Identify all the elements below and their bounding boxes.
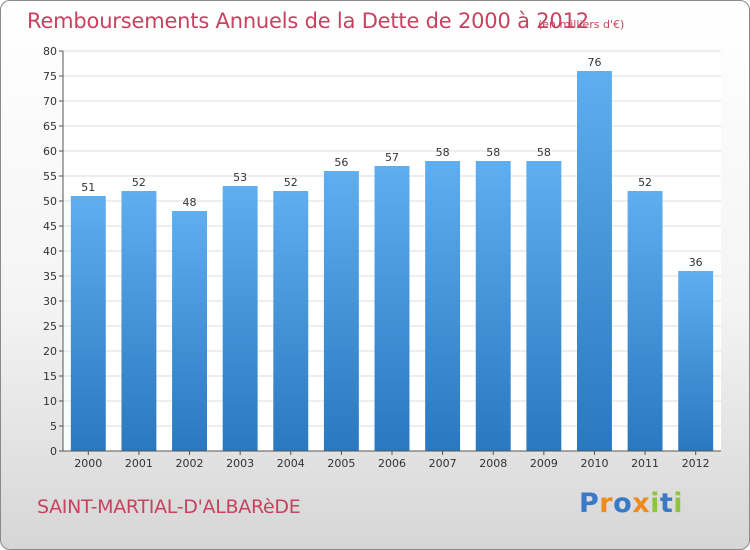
y-tick-label: 5 <box>50 420 57 433</box>
x-tick-label-2001: 2001 <box>125 457 153 470</box>
logo-letter: o <box>613 488 633 519</box>
y-tick-label: 25 <box>43 320 57 333</box>
x-tick-label-2002: 2002 <box>176 457 204 470</box>
bar-2001 <box>121 191 157 451</box>
y-tick-label: 35 <box>43 270 57 283</box>
y-tick-label: 80 <box>43 45 57 58</box>
bar-2002 <box>172 211 208 451</box>
bar-2007 <box>425 161 461 451</box>
logo-letter: P <box>579 488 600 519</box>
logo-letter: t <box>659 488 674 519</box>
logo-letter: x <box>632 488 651 519</box>
y-tick-label: 40 <box>43 245 57 258</box>
data-label-2012: 36 <box>689 256 703 269</box>
y-tick-label: 65 <box>43 120 57 133</box>
data-label-2007: 58 <box>436 146 450 159</box>
bar-2000 <box>70 196 106 451</box>
bar-2010 <box>576 71 612 451</box>
data-label-2011: 52 <box>638 176 652 189</box>
x-tick-label-2000: 2000 <box>74 457 102 470</box>
y-tick-label: 60 <box>43 145 57 158</box>
bar-2004 <box>273 191 309 451</box>
bar-2009 <box>526 161 562 451</box>
logo-letter: i <box>650 488 660 519</box>
y-tick-label: 50 <box>43 195 57 208</box>
y-tick-label: 10 <box>43 395 57 408</box>
bar-2008 <box>475 161 511 451</box>
data-label-2005: 56 <box>334 156 348 169</box>
y-tick-label: 45 <box>43 220 57 233</box>
data-label-2004: 52 <box>284 176 298 189</box>
x-tick-label-2007: 2007 <box>429 457 457 470</box>
x-tick-label-2009: 2009 <box>530 457 558 470</box>
x-tick-label-2006: 2006 <box>378 457 406 470</box>
bar-2006 <box>374 166 410 451</box>
x-tick-label-2010: 2010 <box>580 457 608 470</box>
bar-2005 <box>323 171 359 451</box>
bar-2003 <box>222 186 258 451</box>
data-label-2000: 51 <box>81 181 95 194</box>
y-tick-label: 20 <box>43 345 57 358</box>
data-label-2001: 52 <box>132 176 146 189</box>
x-tick-label-2005: 2005 <box>327 457 355 470</box>
x-tick-label-2003: 2003 <box>226 457 254 470</box>
chart-title: Remboursements Annuels de la Dette de 20… <box>27 9 589 33</box>
data-label-2009: 58 <box>537 146 551 159</box>
data-label-2008: 58 <box>486 146 500 159</box>
y-tick-label: 0 <box>50 445 57 458</box>
x-tick-label-2004: 2004 <box>277 457 305 470</box>
y-tick-label: 55 <box>43 170 57 183</box>
data-label-2010: 76 <box>587 56 601 69</box>
x-tick-label-2012: 2012 <box>682 457 710 470</box>
y-tick-label: 15 <box>43 370 57 383</box>
commune-name: SAINT-MARTIAL-D'ALBARèDE <box>37 496 301 518</box>
bar-2011 <box>627 191 663 451</box>
logo-letter: r <box>599 488 614 519</box>
bar-2012 <box>678 271 714 451</box>
y-tick-label: 30 <box>43 295 57 308</box>
chart-unit: (en milliers d'€) <box>538 18 625 31</box>
data-label-2002: 48 <box>183 196 197 209</box>
logo-letter: i <box>673 488 684 519</box>
proxiti-logo[interactable]: Proxiti <box>579 488 683 519</box>
data-label-2003: 53 <box>233 171 247 184</box>
x-tick-label-2011: 2011 <box>631 457 659 470</box>
y-tick-label: 70 <box>43 95 57 108</box>
data-label-2006: 57 <box>385 151 399 164</box>
y-tick-label: 75 <box>43 70 57 83</box>
x-tick-label-2008: 2008 <box>479 457 507 470</box>
